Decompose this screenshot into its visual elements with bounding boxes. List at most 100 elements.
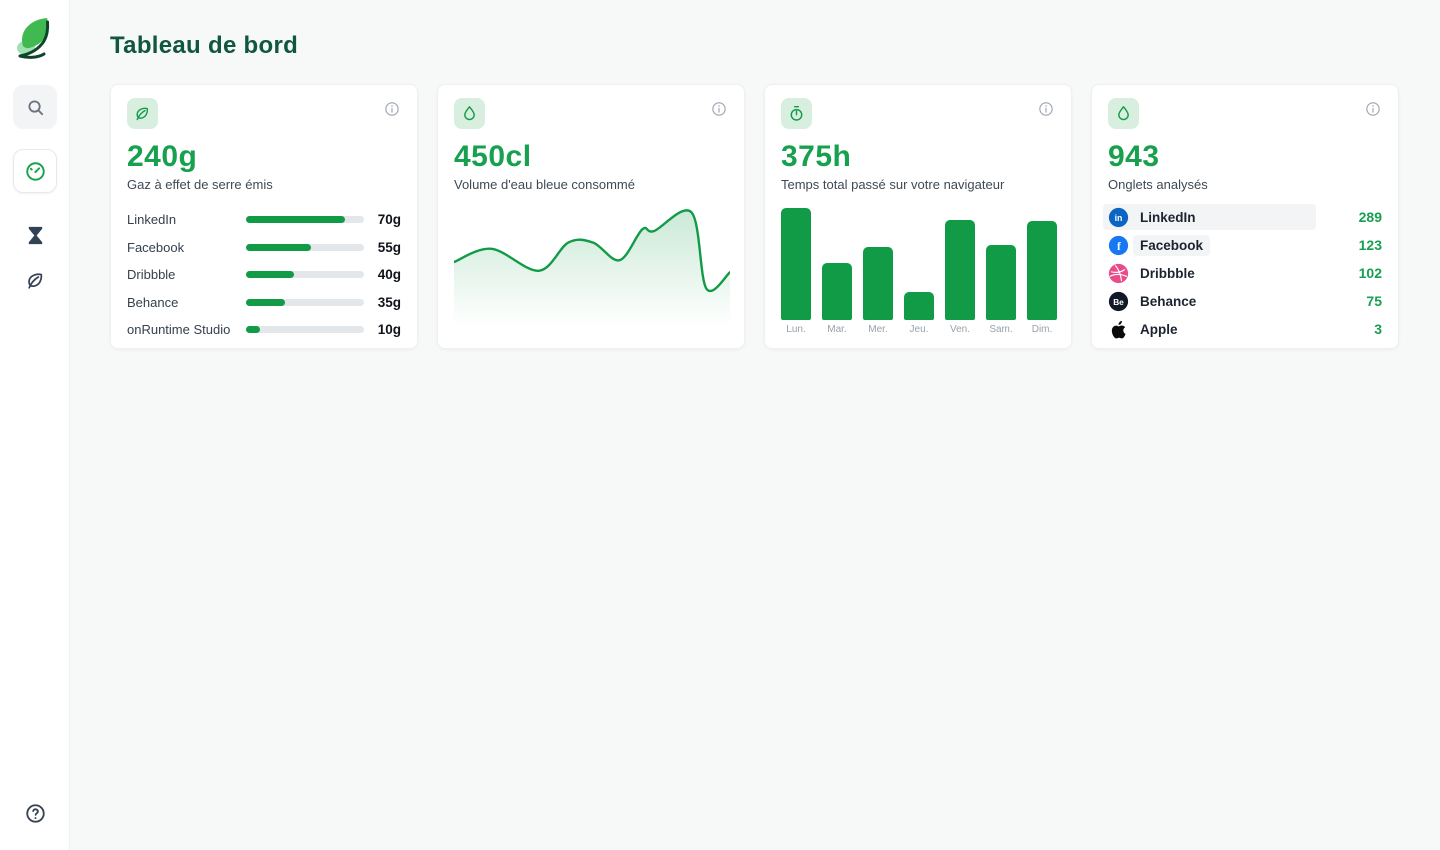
time-bar bbox=[781, 208, 811, 320]
main-content: Tableau de bord 240g Gaz à effet de serr… bbox=[70, 0, 1440, 349]
dribbble-icon bbox=[1108, 263, 1129, 284]
bar-column: Dim. bbox=[1027, 221, 1057, 335]
tab-count: 289 bbox=[1358, 209, 1382, 225]
gauge-icon bbox=[25, 161, 45, 181]
tab-row[interactable]: in LinkedIn 289 bbox=[1103, 203, 1382, 231]
emission-value: 40g bbox=[377, 267, 401, 283]
bar-column: Lun. bbox=[781, 208, 811, 335]
card-water: 450cl Volume d'eau bleue consommé bbox=[437, 84, 745, 349]
card-time: 375h Temps total passé sur votre navigat… bbox=[764, 84, 1072, 349]
bar-column: Sam. bbox=[986, 245, 1016, 335]
water-value: 450cl bbox=[454, 140, 532, 173]
emission-row: onRuntime Studio 10g bbox=[127, 316, 401, 344]
tab-label: Behance bbox=[1140, 293, 1197, 309]
info-icon[interactable] bbox=[1037, 100, 1055, 118]
stopwatch-icon bbox=[781, 98, 812, 129]
emission-row: Facebook 55g bbox=[127, 234, 401, 262]
emission-row: LinkedIn 70g bbox=[127, 206, 401, 234]
emission-label: LinkedIn bbox=[127, 212, 177, 228]
behance-icon: Be bbox=[1108, 291, 1129, 312]
app-logo[interactable] bbox=[15, 12, 57, 64]
tab-count: 123 bbox=[1358, 237, 1382, 253]
leaf-logo bbox=[17, 18, 50, 59]
sidebar-item-eco[interactable] bbox=[13, 258, 57, 302]
card-tabs: 943 Onglets analysés in LinkedIn 289 f Faceb… bbox=[1091, 84, 1399, 349]
facebook-icon: f bbox=[1108, 235, 1129, 256]
water-subtitle: Volume d'eau bleue consommé bbox=[454, 177, 635, 192]
info-icon[interactable] bbox=[383, 100, 401, 118]
emissions-subtitle: Gaz à effet de serre émis bbox=[127, 177, 273, 192]
apple-icon bbox=[1108, 319, 1129, 340]
leaf-icon bbox=[127, 98, 158, 129]
time-subtitle: Temps total passé sur votre navigateur bbox=[781, 177, 1005, 192]
water-area-chart bbox=[454, 202, 730, 330]
tabs-list: in LinkedIn 289 f Facebook 123 Dribbble 102 Be Be… bbox=[1103, 203, 1382, 343]
tabs-subtitle: Onglets analysés bbox=[1108, 177, 1208, 192]
emission-value: 55g bbox=[377, 239, 401, 255]
tab-label: LinkedIn bbox=[1140, 209, 1196, 225]
emission-bar-track bbox=[246, 271, 364, 279]
sidebar-item-history[interactable] bbox=[13, 213, 57, 257]
time-bar-chart: Lun. Mar. Mer. Jeu. Ven. Sam. Dim. bbox=[781, 204, 1057, 335]
emission-row: Behance 35g bbox=[127, 289, 401, 317]
info-icon[interactable] bbox=[1364, 100, 1382, 118]
hourglass-icon bbox=[28, 226, 42, 244]
sidebar-item-search[interactable] bbox=[13, 85, 57, 129]
emission-bar-track bbox=[246, 298, 364, 306]
tab-row[interactable]: Be Behance 75 bbox=[1108, 287, 1382, 315]
bar-column: Mer. bbox=[863, 247, 893, 335]
drop-icon bbox=[454, 98, 485, 129]
emission-bar-fill bbox=[246, 216, 346, 224]
emission-bar-fill bbox=[246, 243, 311, 251]
bar-category-label: Dim. bbox=[1031, 324, 1053, 335]
tab-row[interactable]: f Facebook 123 bbox=[1108, 231, 1382, 259]
sidebar bbox=[0, 0, 70, 850]
time-value: 375h bbox=[781, 140, 852, 173]
tab-row[interactable]: Dribbble 102 bbox=[1108, 259, 1382, 287]
emission-bar-fill bbox=[246, 298, 285, 306]
svg-text:in: in bbox=[1115, 213, 1123, 223]
time-bar bbox=[904, 292, 934, 320]
cards-row: 240g Gaz à effet de serre émis LinkedIn 7… bbox=[110, 84, 1400, 349]
area-fill bbox=[454, 210, 730, 328]
tab-count: 3 bbox=[1374, 321, 1382, 337]
tab-row[interactable]: Apple 3 bbox=[1108, 315, 1382, 343]
emission-label: Dribbble bbox=[127, 267, 176, 283]
tab-label: Apple bbox=[1140, 321, 1178, 337]
time-bar bbox=[863, 247, 893, 320]
time-bar bbox=[945, 220, 975, 320]
leaf-icon bbox=[27, 272, 42, 289]
linkedin-icon: in bbox=[1108, 207, 1129, 228]
bar-column: Ven. bbox=[945, 220, 975, 335]
svg-text:f: f bbox=[1117, 240, 1121, 252]
info-icon[interactable] bbox=[710, 100, 728, 118]
emission-bar-fill bbox=[246, 271, 295, 279]
help-circle-icon bbox=[25, 803, 45, 823]
time-bar bbox=[822, 263, 852, 320]
bar-column: Jeu. bbox=[904, 292, 934, 335]
sidebar-item-help[interactable] bbox=[13, 791, 57, 835]
bar-category-label: Lun. bbox=[786, 324, 806, 335]
emission-label: Behance bbox=[127, 294, 179, 310]
svg-text:Be: Be bbox=[1113, 296, 1124, 306]
emission-label: onRuntime Studio bbox=[127, 322, 231, 338]
tab-count: 75 bbox=[1366, 293, 1382, 309]
bar-category-label: Mar. bbox=[827, 324, 847, 335]
page-title: Tableau de bord bbox=[110, 32, 299, 59]
emission-value: 70g bbox=[377, 212, 401, 228]
bar-category-label: Ven. bbox=[949, 324, 971, 335]
time-bar bbox=[1027, 221, 1057, 320]
emissions-list: LinkedIn 70g Facebook 55g Dribbble 40g Behance… bbox=[127, 206, 401, 344]
tab-label: Facebook bbox=[1133, 234, 1211, 256]
emission-value: 35g bbox=[377, 294, 401, 310]
drop-icon bbox=[1108, 98, 1139, 129]
tab-count: 102 bbox=[1358, 265, 1382, 281]
emission-bar-track bbox=[246, 326, 364, 334]
sidebar-item-dashboard[interactable] bbox=[13, 149, 57, 193]
emission-bar-fill bbox=[246, 326, 261, 334]
tab-label: Dribbble bbox=[1140, 265, 1195, 281]
bar-column: Mar. bbox=[822, 263, 852, 335]
area-chart-svg bbox=[454, 209, 730, 328]
emission-value: 10g bbox=[377, 322, 401, 338]
card-emissions: 240g Gaz à effet de serre émis LinkedIn 7… bbox=[110, 84, 418, 349]
